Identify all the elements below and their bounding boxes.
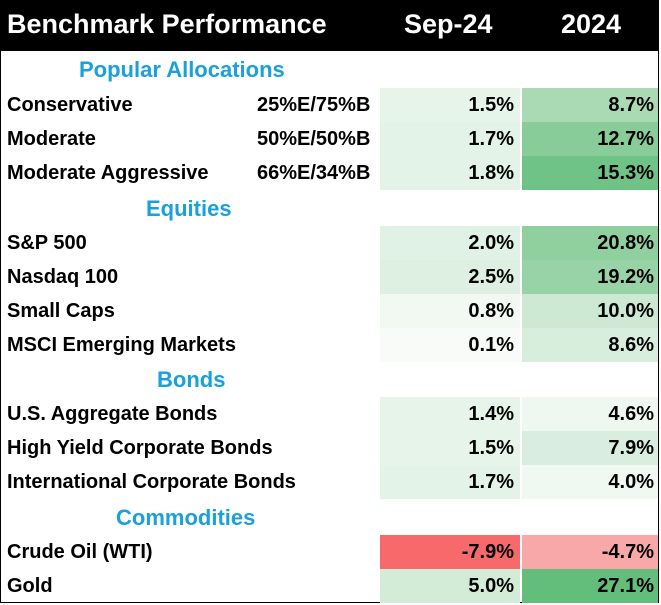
table-row: Gold 5.0% 27.1%: [1, 569, 658, 603]
table-row: International Corporate Bonds 1.7% 4.0%: [1, 465, 658, 499]
row-name: Conservative: [7, 94, 133, 116]
row-name: Small Caps: [7, 300, 115, 322]
ytd-value: 12.7%: [522, 122, 658, 156]
table-row: MSCI Emerging Markets 0.1% 8.6%: [1, 328, 658, 362]
sep24-value: 0.8%: [380, 294, 520, 328]
table-row: High Yield Corporate Bonds 1.5% 7.9%: [1, 431, 658, 465]
table-title: Benchmark Performance: [7, 9, 327, 39]
sep24-value: 5.0%: [380, 569, 520, 603]
ytd-value: 4.0%: [522, 465, 658, 499]
section-commodities: Commodities: [116, 505, 256, 530]
ytd-value: 4.6%: [522, 397, 658, 431]
table-row: Moderate 50%E/50%B 1.7% 12.7%: [1, 122, 658, 156]
row-name: Nasdaq 100: [7, 266, 119, 288]
table-row: Moderate Aggressive 66%E/34%B 1.8% 15.3%: [1, 156, 658, 190]
row-allocation: 25%E/75%B: [257, 94, 371, 116]
sep24-value: 1.5%: [380, 431, 520, 465]
row-name: Gold: [7, 575, 53, 597]
row-name: Moderate Aggressive: [7, 162, 209, 184]
row-name: High Yield Corporate Bonds: [7, 437, 273, 459]
sep24-value: 0.1%: [380, 328, 520, 362]
table-row: Crude Oil (WTI) -7.9% -4.7%: [1, 535, 658, 569]
sep24-value: 1.4%: [380, 397, 520, 431]
row-name: International Corporate Bonds: [7, 471, 296, 493]
section-popular-allocations: Popular Allocations: [79, 57, 285, 82]
table-header: Benchmark Performance Sep-24 2024: [1, 1, 658, 51]
sep24-value: 1.7%: [380, 122, 520, 156]
row-name: Moderate: [7, 128, 96, 150]
sep24-value: 2.5%: [380, 260, 520, 294]
table-row: S&P 500 2.0% 20.8%: [1, 226, 658, 260]
row-allocation: 50%E/50%B: [257, 128, 371, 150]
sep24-value: 1.8%: [380, 156, 520, 190]
sep24-value: 1.5%: [380, 88, 520, 122]
row-name: U.S. Aggregate Bonds: [7, 403, 218, 425]
ytd-value: -4.7%: [522, 535, 658, 569]
table-row: Conservative 25%E/75%B 1.5% 8.7%: [1, 88, 658, 122]
ytd-value: 8.7%: [522, 88, 658, 122]
row-name: MSCI Emerging Markets: [7, 334, 236, 356]
ytd-value: 10.0%: [522, 294, 658, 328]
ytd-value: 8.6%: [522, 328, 658, 362]
section-equities: Equities: [146, 196, 232, 221]
sep24-value: -7.9%: [380, 535, 520, 569]
ytd-value: 7.9%: [522, 431, 658, 465]
row-name: S&P 500: [7, 232, 87, 254]
section-bonds: Bonds: [157, 367, 226, 392]
table-row: Nasdaq 100 2.5% 19.2%: [1, 260, 658, 294]
ytd-value: 20.8%: [522, 226, 658, 260]
col-header-2024: 2024: [561, 9, 622, 39]
sep24-value: 2.0%: [380, 226, 520, 260]
ytd-value: 19.2%: [522, 260, 658, 294]
row-name: Crude Oil (WTI): [7, 541, 153, 563]
table-row: U.S. Aggregate Bonds 1.4% 4.6%: [1, 397, 658, 431]
row-allocation: 66%E/34%B: [257, 162, 371, 184]
ytd-value: 27.1%: [522, 569, 658, 603]
sep24-value: 1.7%: [380, 465, 520, 499]
col-header-sep24: Sep-24: [404, 9, 493, 39]
table-row: Small Caps 0.8% 10.0%: [1, 294, 658, 328]
ytd-value: 15.3%: [522, 156, 658, 190]
